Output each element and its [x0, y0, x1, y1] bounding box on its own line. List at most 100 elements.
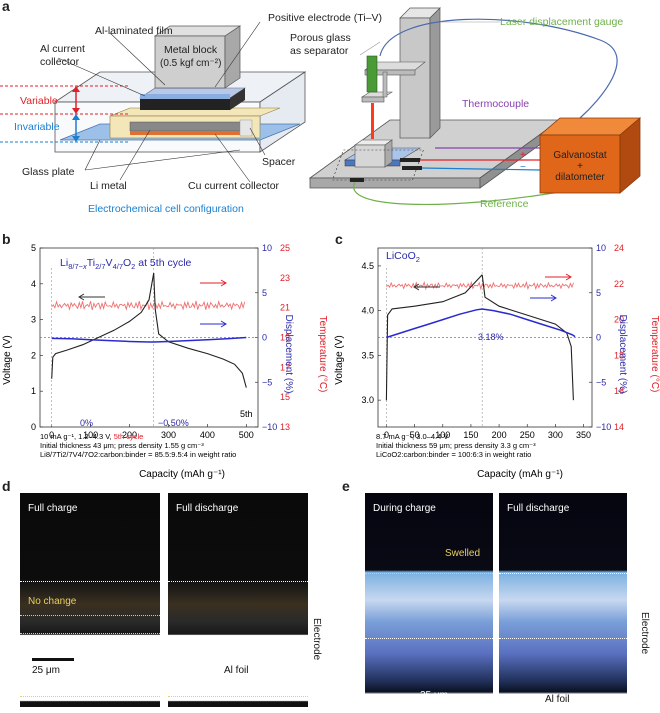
chart-c: 0 50 100 150 200 250 300 350 3.0 3.5 4.0 4.5 −10 −5 0 5… [334, 243, 660, 480]
c-xtick-label: 100 [435, 430, 450, 440]
b-xtick-label: 200 [122, 430, 137, 440]
c-dtick-label: −10 [596, 422, 611, 432]
c-voltage-discharge-series [481, 274, 574, 401]
b-dtick-label: 10 [262, 243, 272, 253]
label-cell-configuration: Electrochemical cell configuration [88, 203, 244, 215]
label-galvanostat: Galvanostat [553, 150, 607, 161]
label-al-collector: collector [40, 56, 80, 68]
c-xtick-label: 200 [492, 430, 507, 440]
c-ttick-label: 18 [614, 350, 624, 360]
panel-d-label: d [2, 478, 11, 494]
c-vtick-label: 3.0 [361, 395, 374, 405]
chart-b-note-2: Initial thickness 43 μm; press density 1… [40, 441, 204, 450]
label-reference: Reference [480, 198, 529, 210]
panel-c-label: c [335, 231, 343, 247]
b-vtick-label: 5 [31, 243, 36, 253]
c-vtick-label: 4.0 [361, 306, 374, 316]
c-voltage-charge-series [385, 274, 483, 401]
c-xtick-label: 350 [576, 430, 591, 440]
panel-d-scale-bar [32, 658, 74, 661]
chart-c-title: LiCoO2 [386, 250, 420, 264]
label-laser-gauge: Laser displacement gauge [500, 16, 624, 28]
chart-c-ylabel-temperature: Temperature (°C) [649, 316, 660, 393]
chart-b-note-1: 10 mA g⁻¹, 1.2–4.3 V, 5th cycle [40, 432, 143, 441]
chart-b-ylabel-temperature: Temperature (°C) [317, 316, 328, 393]
label-al-current: Al current [40, 43, 85, 55]
label-metal-block: Metal block [164, 44, 218, 56]
b-displacement-series [51, 336, 247, 343]
chart-b-note-3: Li8/7Ti2/7V4/7O2:carbon:binder = 85.5:9.… [40, 450, 236, 459]
cell-schematic [0, 7, 642, 206]
b-ttick-label: 23 [280, 273, 290, 283]
label-metal-block-pressure: (0.5 kgf cm⁻²) [160, 58, 222, 69]
chart-c-ylabel-displacement: Displacement (%) [617, 315, 628, 394]
b-dtick-label: 5 [262, 288, 267, 298]
b-voltage-arrow [78, 293, 105, 301]
chart-c-annot-pos: 3.18% [478, 332, 504, 342]
b-vtick-label: 2 [31, 350, 36, 360]
b-ttick-label: 21 [280, 303, 290, 313]
c-xtick-label: 250 [520, 430, 535, 440]
b-xtick-label: 300 [161, 430, 176, 440]
c-temp-arrow [545, 273, 572, 281]
b-ttick-label: 19 [280, 333, 290, 343]
panel-d-no-change: No change [28, 596, 77, 607]
b-vtick-label: 3 [31, 315, 36, 325]
label-al-laminated-film: Al-laminated film [95, 25, 173, 37]
panel-d-right-image: Full discharge Al foil [168, 493, 308, 707]
panel-e-electrode-label: Electrode [639, 612, 650, 655]
panel-e-right-title: Full discharge [507, 503, 570, 514]
b-dtick-label: −10 [262, 422, 277, 432]
panel-e-al-foil: Al foil [545, 694, 570, 705]
c-displacement-series [386, 308, 576, 339]
chart-b-annot-5th: 5th [240, 409, 253, 419]
label-as-separator: as separator [290, 45, 349, 57]
b-voltage-discharge-series [153, 273, 247, 388]
label-glass-plate: Glass plate [22, 166, 75, 178]
panel-b-label: b [2, 231, 11, 247]
panel-d-left-image: Full charge No change 25 μm [20, 493, 160, 707]
chart-b-title: Li8/7−xTi2/7V4/7O2 at 5th cycle [60, 257, 192, 271]
panel-a-label: a [2, 0, 10, 14]
label-porous-glass: Porous glass [290, 32, 351, 44]
c-xtick-label: 150 [463, 430, 478, 440]
b-dtick-label: −5 [262, 377, 272, 387]
chart-c-note-2: Initial thickness 59 μm; press density 3… [376, 441, 536, 450]
b-xtick-label: 100 [83, 430, 98, 440]
label-invariable: Invariable [14, 121, 60, 133]
b-temperature-series [51, 299, 246, 311]
b-ttick-label: 15 [280, 392, 290, 402]
chart-b-ylabel-voltage: Voltage (V) [2, 335, 13, 384]
c-disp-arrow [530, 294, 557, 302]
b-temp-arrow [200, 279, 227, 287]
c-voltage-arrow [413, 283, 440, 291]
b-ttick-label: 25 [280, 243, 290, 253]
chart-c-xlabel: Capacity (mAh g⁻¹) [477, 469, 563, 480]
c-xtick-label: 300 [548, 430, 563, 440]
panel-d-left-title: Full charge [28, 503, 78, 514]
panel-d-electrode-label: Electrode [311, 618, 322, 661]
c-ttick-label: 14 [614, 422, 624, 432]
panel-e-scale-bar [373, 695, 415, 698]
c-ttick-label: 16 [614, 386, 624, 396]
b-disp-arrow [200, 320, 227, 328]
c-ttick-label: 22 [614, 279, 624, 289]
panel-d-scale-label: 25 μm [32, 665, 60, 676]
c-dtick-label: 5 [596, 288, 601, 298]
b-vtick-label: 4 [31, 279, 36, 289]
c-vtick-label: 3.5 [361, 350, 374, 360]
chart-c-ylabel-voltage: Voltage (V) [334, 335, 345, 384]
label-plus-terminal: + [520, 150, 526, 161]
panel-d-al-foil: Al foil [224, 665, 249, 676]
label-spacer: Spacer [262, 156, 296, 168]
label-variable: Variable [20, 95, 58, 107]
c-ttick-label: 24 [614, 243, 624, 253]
label-positive-electrode: Positive electrode (Ti–V) [268, 12, 382, 24]
c-dtick-label: −5 [596, 377, 606, 387]
c-dtick-label: 10 [596, 243, 606, 253]
label-minus-terminal: − [520, 162, 526, 173]
b-vtick-label: 1 [31, 386, 36, 396]
c-ttick-label: 20 [614, 315, 624, 325]
label-dilatometer: dilatometer [555, 172, 605, 183]
b-ttick-label: 17 [280, 362, 290, 372]
